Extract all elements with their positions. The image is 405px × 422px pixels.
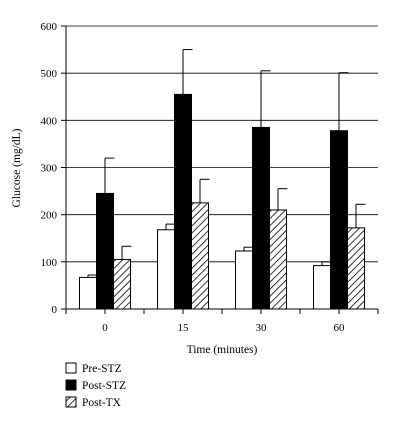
x-axis-title: Time (minutes) — [187, 344, 258, 356]
y-tick-label: 100 — [41, 257, 58, 269]
bar — [96, 192, 114, 310]
legend-swatch — [65, 396, 77, 408]
y-tick-label: 400 — [41, 115, 58, 127]
legend-label: Pre-STZ — [82, 363, 122, 375]
bars — [79, 49, 366, 310]
legend-label: Post-TX — [82, 397, 122, 409]
y-tick-label: 600 — [41, 21, 58, 33]
axes: 0 100 200 300 400 500 600 0 15 30 60 — [41, 21, 379, 334]
y-tick-label: 200 — [41, 210, 58, 222]
legend: Pre-STZ Post-STZ Post-TX — [65, 362, 126, 409]
bar — [235, 250, 253, 310]
bar — [347, 227, 365, 310]
legend-swatch — [65, 362, 77, 374]
y-axis-title: Glucose (mg/dL) — [11, 128, 23, 207]
bar — [113, 258, 131, 310]
bar — [191, 202, 209, 310]
bar — [330, 130, 348, 310]
y-tick-label: 500 — [41, 68, 58, 80]
y-tick-label: 0 — [52, 304, 58, 316]
x-tick-label: 30 — [256, 322, 268, 334]
bar — [79, 276, 97, 310]
legend-swatch — [65, 379, 77, 391]
bar — [252, 126, 270, 310]
bar — [313, 265, 331, 310]
bar — [269, 209, 287, 310]
x-tick-label: 0 — [102, 322, 108, 334]
bar — [174, 93, 192, 310]
bar — [157, 229, 175, 310]
legend-label: Post-STZ — [82, 380, 126, 392]
x-tick-label: 15 — [178, 322, 190, 334]
x-tick-label: 60 — [334, 322, 346, 334]
y-tick-label: 300 — [41, 163, 58, 175]
